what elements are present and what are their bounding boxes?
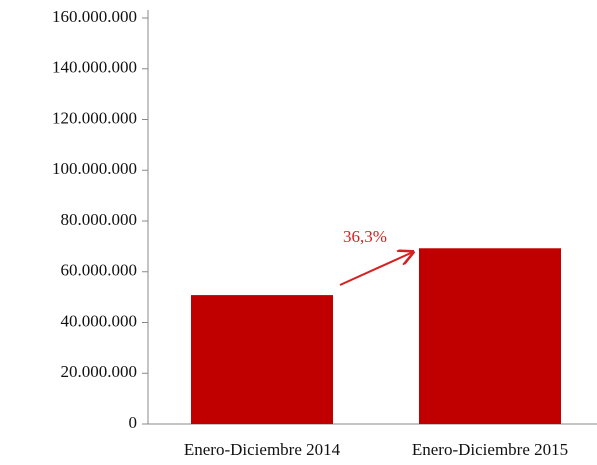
bar xyxy=(419,248,561,424)
y-tick-label: 0 xyxy=(129,413,138,432)
y-tick-label: 20.000.000 xyxy=(61,362,138,381)
x-tick-label: Enero-Diciembre 2015 xyxy=(412,440,568,459)
y-tick-label: 120.000.000 xyxy=(52,108,137,127)
y-tick-label: 140.000.000 xyxy=(52,58,137,77)
x-tick-label: Enero-Diciembre 2014 xyxy=(184,440,341,459)
y-tick-label: 60.000.000 xyxy=(61,261,138,280)
change-arrow xyxy=(339,252,413,286)
y-tick-label: 40.000.000 xyxy=(61,311,138,330)
y-tick-label: 100.000.000 xyxy=(52,159,137,178)
annotation: 36,3% xyxy=(343,227,387,246)
bar xyxy=(191,295,333,424)
y-tick-label: 160.000.000 xyxy=(52,7,137,26)
y-tick-label: 80.000.000 xyxy=(61,210,138,229)
